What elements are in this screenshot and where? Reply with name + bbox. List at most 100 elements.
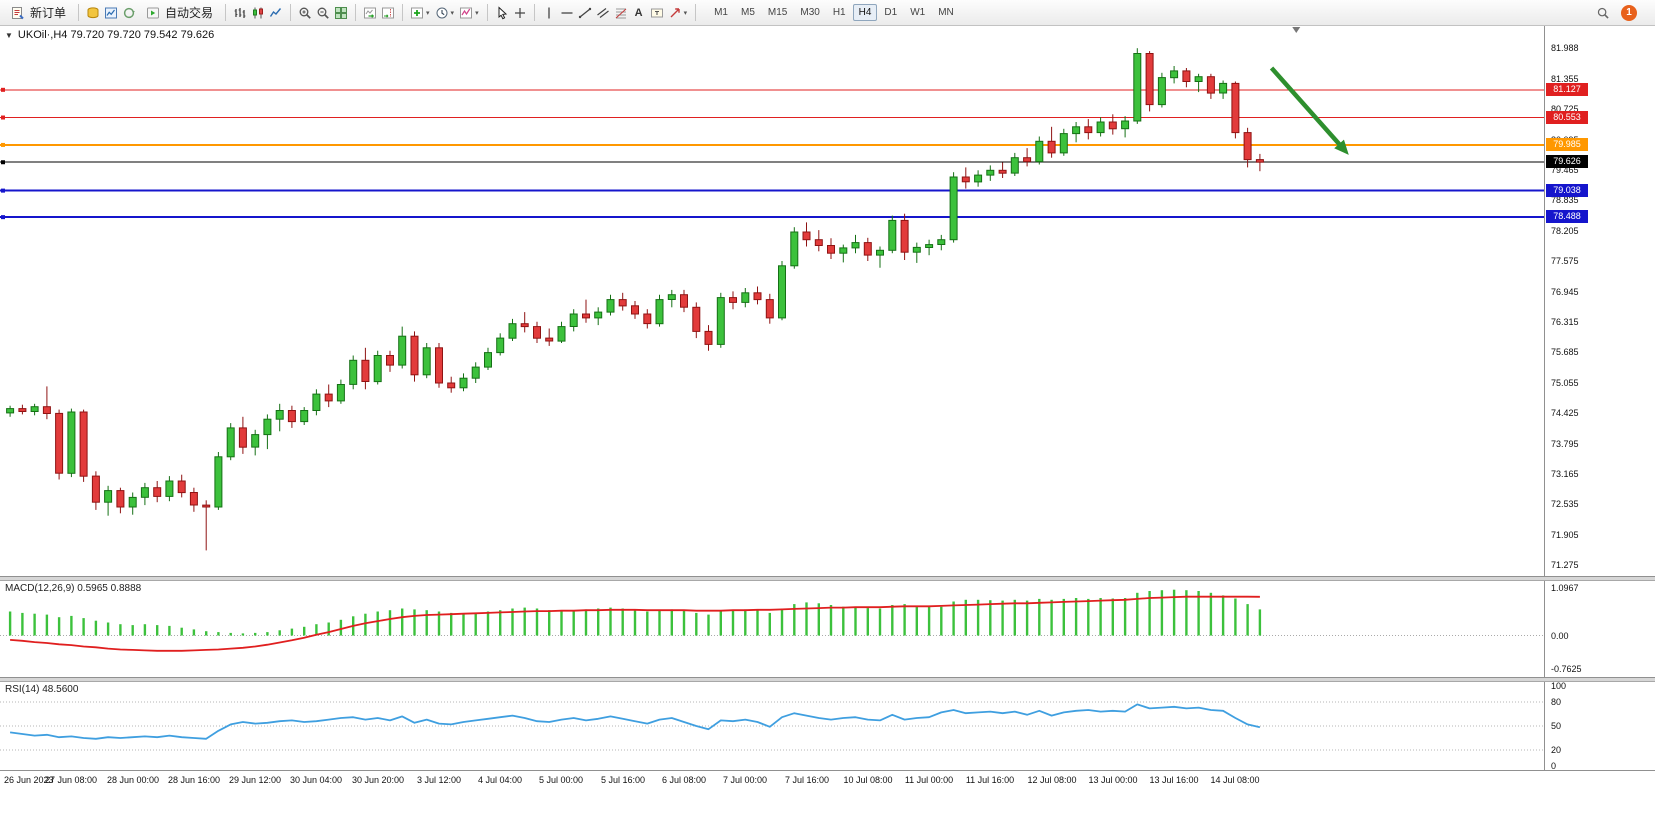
timeframe-button-h1[interactable]: H1 xyxy=(832,7,846,18)
panel-separator[interactable] xyxy=(0,678,1655,682)
rsi-axis-label: 100 xyxy=(1551,682,1567,691)
hline-price-badge: 80.553 xyxy=(1546,111,1588,124)
new-order-icon xyxy=(10,5,26,21)
periods-icon[interactable] xyxy=(434,5,450,21)
price-axis-label: 81.355 xyxy=(1551,74,1579,84)
bar-chart-icon[interactable] xyxy=(232,5,248,21)
price-axis-label: 78.205 xyxy=(1551,226,1579,236)
timeframe-button-m30[interactable]: M30 xyxy=(800,7,820,18)
zoom-out-icon[interactable] xyxy=(315,5,331,21)
autotrade-icon xyxy=(145,5,161,21)
chevron-down-icon[interactable]: ▾ xyxy=(683,9,688,17)
toolbar-separator xyxy=(78,4,80,21)
oneclick-expander-icon[interactable]: ▼ xyxy=(5,30,13,40)
chevron-down-icon[interactable]: ▾ xyxy=(475,9,479,17)
arrows-tool-icon[interactable] xyxy=(667,5,683,21)
equidistant-channel-icon[interactable] xyxy=(595,5,611,21)
rsi-price-axis[interactable]: 100 80 50 20 0 xyxy=(1544,682,1655,770)
line-chart-icon[interactable] xyxy=(268,5,284,21)
symbol-ohlc-text: UKOil·,H4 79.720 79.720 79.542 79.626 xyxy=(17,29,215,41)
price-axis-label: 76.945 xyxy=(1551,287,1579,297)
time-axis-label: 13 Jul 16:00 xyxy=(1149,775,1199,785)
rsi-axis-label: 80 xyxy=(1551,697,1562,707)
templates-icon[interactable] xyxy=(458,5,474,21)
chevron-down-icon[interactable]: ▾ xyxy=(426,9,430,17)
main-price-axis[interactable]: 81.98881.35580.72580.09579.46578.83578.2… xyxy=(1544,26,1655,576)
toolbar-separator xyxy=(355,4,357,21)
rsi-panel: 100 80 50 20 0 RSI(14) 48.5600 xyxy=(0,682,1655,771)
candlestick-chart-icon[interactable] xyxy=(250,5,266,21)
price-axis-label: 73.165 xyxy=(1551,469,1579,479)
time-axis-label: 4 Jul 04:00 xyxy=(477,775,523,785)
timeframe-button-m5[interactable]: M5 xyxy=(741,7,755,18)
price-axis-label: 71.905 xyxy=(1551,530,1579,540)
time-axis[interactable]: 26 Jun 2023 27 Jun 08:00 28 Jun 00:00 28 Ju… xyxy=(0,771,1655,789)
new-order-button[interactable]: 新订单 xyxy=(4,1,72,24)
time-axis-label: 28 Jun 16:00 xyxy=(167,775,221,785)
fibonacci-icon[interactable] xyxy=(613,5,629,21)
time-axis-label: 30 Jun 20:00 xyxy=(351,775,405,785)
hline-price-badge: 78.488 xyxy=(1546,210,1588,223)
trendline-icon[interactable] xyxy=(577,5,593,21)
chevron-down-icon[interactable]: ▾ xyxy=(450,9,455,17)
toolbar-separator xyxy=(225,4,227,21)
profiles-icon[interactable] xyxy=(103,5,119,21)
auto-scroll-icon[interactable] xyxy=(362,5,378,21)
timeframe-button-m15[interactable]: M15 xyxy=(767,7,788,18)
time-axis-label: 10 Jul 08:00 xyxy=(843,775,893,785)
tile-windows-icon[interactable] xyxy=(333,5,349,21)
macd-label: MACD(12,26,9) 0.5965 0.8888 xyxy=(5,583,142,594)
market-icon[interactable] xyxy=(85,5,101,21)
hline-price-badge: 81.127 xyxy=(1546,83,1588,96)
price-axis-label: 73.795 xyxy=(1551,439,1579,449)
timeframe-button-m1[interactable]: M1 xyxy=(714,7,728,18)
search-icon[interactable] xyxy=(1595,5,1611,21)
indicators-icon[interactable] xyxy=(409,5,425,21)
vertical-line-icon[interactable] xyxy=(541,5,557,21)
time-axis-label: 14 Jul 08:00 xyxy=(1210,775,1260,785)
autotrade-button[interactable]: 自动交易 xyxy=(139,1,219,24)
price-axis-label: 80.725 xyxy=(1551,104,1579,114)
chart-shift-icon[interactable] xyxy=(380,5,396,21)
toolbar-right-group: 1 xyxy=(1595,4,1651,21)
toolbar-separator xyxy=(402,4,404,21)
text-tool-icon[interactable]: A xyxy=(634,6,643,19)
toolbar: 新订单 自动交易 ▾ ▾ ▾ A ▾ M1 M5 M15 M30 H1 H4 D1 W1 MN … xyxy=(0,0,1655,26)
panel-separator[interactable] xyxy=(0,577,1655,581)
label-tool-icon[interactable] xyxy=(649,5,665,21)
notification-badge[interactable]: 1 xyxy=(1621,4,1637,21)
macd-axis-label: -0.7625 xyxy=(1551,664,1582,674)
time-axis-label: 5 Jul 16:00 xyxy=(600,775,646,785)
price-axis-label: 78.835 xyxy=(1551,195,1579,205)
macd-chart[interactable] xyxy=(0,581,1545,677)
timeframe-group: M1 M5 M15 M30 H1 H4 D1 W1 MN xyxy=(708,4,960,21)
candlestick-chart[interactable] xyxy=(0,26,1545,576)
rsi-axis-label: 20 xyxy=(1551,745,1562,755)
crosshair-icon[interactable] xyxy=(512,5,528,21)
timeframe-button-d1[interactable]: D1 xyxy=(884,7,898,18)
rsi-chart[interactable] xyxy=(0,682,1545,770)
time-axis-label: 30 Jun 04:00 xyxy=(289,775,343,785)
time-axis-label: 6 Jul 08:00 xyxy=(661,775,707,785)
refresh-icon[interactable] xyxy=(121,5,137,21)
price-axis-label: 79.465 xyxy=(1551,165,1579,175)
price-axis-label: 74.425 xyxy=(1551,408,1579,418)
rsi-axis-label: 0 xyxy=(1551,761,1557,771)
chart-window: 81.98881.35580.72580.09579.46578.83578.2… xyxy=(0,26,1655,789)
timeframe-button-w1[interactable]: W1 xyxy=(910,7,926,18)
time-axis-label: 11 Jul 16:00 xyxy=(965,775,1015,785)
cursor-icon[interactable] xyxy=(494,5,510,21)
ohlc-readout: ▼ UKOil·,H4 79.720 79.720 79.542 79.626 xyxy=(5,29,214,41)
horizontal-line-icon[interactable] xyxy=(559,5,575,21)
macd-panel: 1.0967 0.00 -0.7625 MACD(12,26,9) 0.5965 0… xyxy=(0,581,1655,678)
price-axis-label: 81.988 xyxy=(1551,43,1579,53)
zoom-in-icon[interactable] xyxy=(297,5,313,21)
price-axis-label: 72.535 xyxy=(1551,499,1579,509)
timeframe-button-h4[interactable]: H4 xyxy=(852,4,878,21)
price-axis-label: 71.275 xyxy=(1551,560,1579,570)
timeframe-button-mn[interactable]: MN xyxy=(938,7,954,18)
time-axis-label: 11 Jul 00:00 xyxy=(904,775,954,785)
macd-price-axis[interactable]: 1.0967 0.00 -0.7625 xyxy=(1544,581,1655,677)
autotrade-label: 自动交易 xyxy=(165,6,214,20)
time-axis-label: 7 Jul 00:00 xyxy=(722,775,768,785)
